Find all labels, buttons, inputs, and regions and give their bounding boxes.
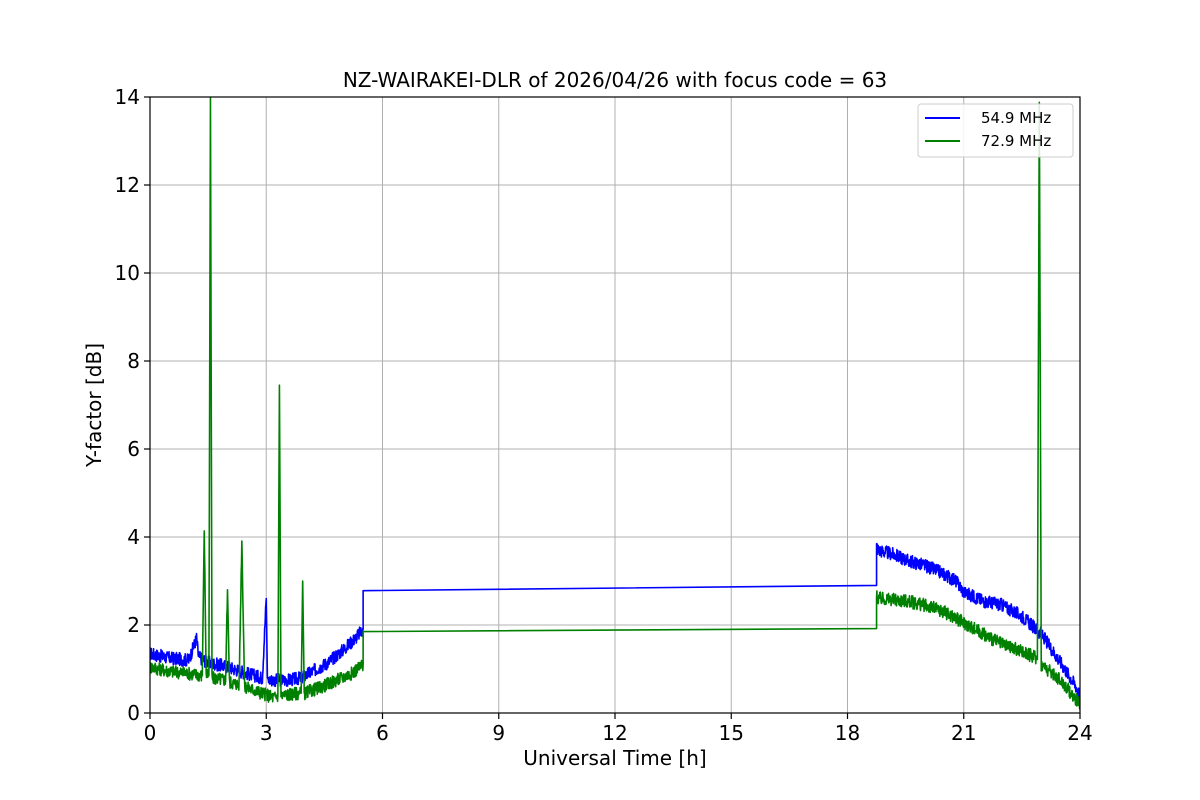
y-tick-label: 14 [115, 85, 140, 109]
x-tick-label: 12 [602, 721, 627, 745]
legend-label-series-1: 54.9 MHz [981, 109, 1051, 127]
x-tick-label: 21 [951, 721, 976, 745]
x-tick-label: 9 [492, 721, 505, 745]
series-line-1 [150, 542, 1080, 700]
series-1 [150, 542, 1080, 700]
y-tick-label: 12 [115, 173, 140, 197]
chart-title: NZ-WAIRAKEI-DLR of 2026/04/26 with focus… [343, 68, 887, 92]
y-axis-label: Y-factor [dB] [82, 343, 106, 468]
x-tick-label: 18 [835, 721, 860, 745]
legend: 54.9 MHz 72.9 MHz [917, 103, 1074, 158]
x-tick-label: 6 [376, 721, 389, 745]
series-line-2 [150, 97, 1080, 710]
grid-layer [149, 96, 1081, 714]
y-tick-label: 0 [127, 701, 140, 725]
y-tick-label: 8 [127, 349, 140, 373]
y-tick-label: 4 [127, 525, 140, 549]
series-2 [150, 97, 1080, 710]
x-tick-label: 3 [260, 721, 273, 745]
y-tick-label: 6 [127, 437, 140, 461]
x-tick-label: 15 [719, 721, 744, 745]
legend-label-series-2: 72.9 MHz [981, 132, 1051, 150]
y-tick-label: 10 [115, 261, 140, 285]
y-tick-label: 2 [127, 613, 140, 637]
x-tick-label: 24 [1067, 721, 1092, 745]
x-tick-label: 0 [144, 721, 157, 745]
x-axis-label: Universal Time [h] [523, 746, 706, 770]
series-layer [150, 97, 1080, 710]
